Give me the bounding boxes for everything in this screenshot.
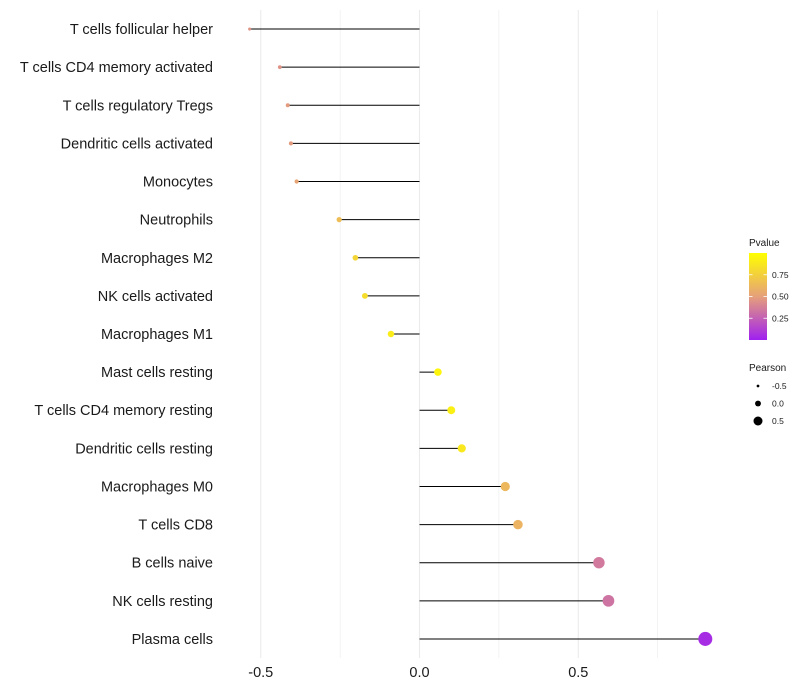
pvalue-legend-title: Pvalue [749, 238, 780, 249]
point [500, 481, 510, 492]
pearson-legend: Pearson -0.5 0.0 0.5 [749, 363, 787, 426]
pvalue-colorbar [749, 253, 767, 340]
y-tick-label: Dendritic cells activated [61, 136, 213, 152]
y-tick-label: Mast cells resting [101, 365, 213, 381]
pearson-legend-label: 0.0 [772, 399, 784, 409]
y-tick-label: NK cells activated [98, 289, 213, 305]
point [434, 368, 442, 376]
y-tick-label: Plasma cells [132, 632, 213, 648]
point [352, 254, 359, 261]
x-tick-label: 0.0 [409, 665, 429, 681]
pearson-legend-key [756, 384, 760, 388]
y-axis-labels: T cells follicular helper T cells CD4 mem… [20, 22, 213, 648]
y-tick-label: Macrophages M2 [101, 251, 213, 267]
point [447, 406, 456, 415]
point [698, 631, 713, 646]
point [336, 217, 342, 223]
point [593, 556, 605, 569]
y-tick-label: Dendritic cells resting [75, 441, 213, 457]
y-tick-label: T cells regulatory Tregs [63, 98, 213, 114]
point [294, 179, 299, 184]
x-axis-ticks: -0.5 0.0 0.5 [248, 665, 588, 681]
point [387, 330, 395, 338]
pvalue-legend: Pvalue 0.75 0.50 0.25 [749, 238, 789, 340]
point [248, 27, 252, 31]
lollipop-stems [249, 28, 706, 640]
point [513, 519, 523, 530]
point [602, 594, 615, 607]
y-tick-label: Monocytes [143, 175, 213, 191]
y-tick-label: Macrophages M0 [101, 479, 213, 495]
pearson-legend-title: Pearson [749, 363, 786, 374]
y-tick-label: Macrophages M1 [101, 327, 213, 343]
pearson-legend-label: -0.5 [772, 381, 787, 391]
pearson-legend-key [753, 416, 763, 426]
colorbar-tick-label: 0.75 [772, 270, 789, 280]
lollipop-points [248, 27, 713, 646]
pearson-legend-label: 0.5 [772, 416, 784, 426]
colorbar-tick-label: 0.50 [772, 292, 789, 302]
y-tick-label: T cells follicular helper [70, 22, 213, 38]
y-tick-label: T cells CD4 memory activated [20, 60, 213, 76]
pearson-legend-key [755, 400, 761, 407]
y-tick-label: T cells CD8 [138, 518, 213, 534]
point [457, 444, 466, 453]
point [288, 141, 293, 146]
colorbar-tick-label: 0.25 [772, 313, 789, 323]
point [285, 103, 290, 108]
y-tick-label: T cells CD4 memory resting [34, 403, 213, 419]
y-tick-label: B cells naive [132, 556, 213, 572]
y-tick-label: NK cells resting [112, 594, 213, 610]
point [361, 292, 368, 299]
y-tick-label: Neutrophils [140, 213, 213, 229]
point [277, 65, 282, 70]
x-tick-label: -0.5 [248, 665, 273, 681]
x-tick-label: 0.5 [568, 665, 588, 681]
